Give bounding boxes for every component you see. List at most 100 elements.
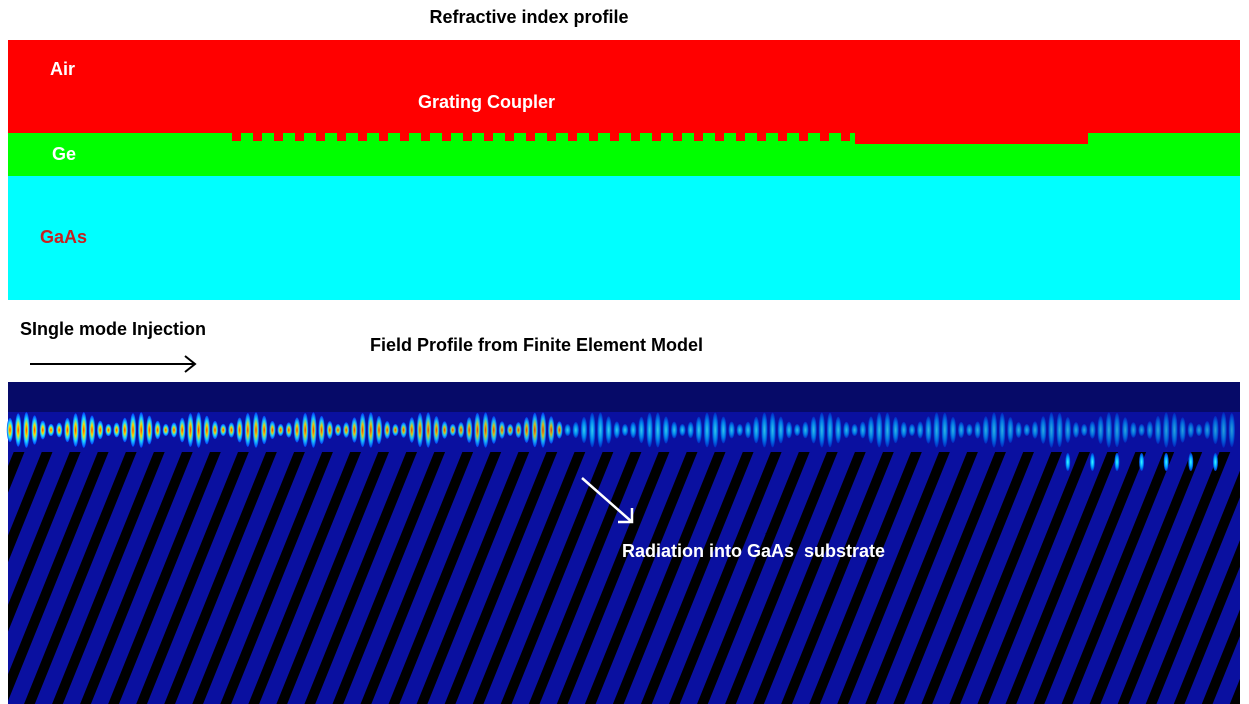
field-title: Field Profile from Finite Element Model bbox=[370, 335, 703, 355]
guided-mode-lobe bbox=[318, 416, 324, 444]
guided-mode-lobe bbox=[851, 424, 857, 436]
grating-tooth bbox=[337, 133, 346, 141]
guided-mode-lobe bbox=[204, 416, 210, 445]
guided-mode-lobe bbox=[31, 415, 37, 444]
guided-mode-lobe bbox=[556, 421, 562, 438]
grating-tooth bbox=[274, 133, 283, 141]
upper-dark-band bbox=[8, 382, 1240, 412]
guided-mode-lobe bbox=[277, 424, 283, 436]
grating-tooth bbox=[316, 133, 325, 141]
grating-tooth bbox=[652, 133, 661, 141]
guided-mode-lobe bbox=[1122, 417, 1128, 442]
guided-mode-lobe bbox=[1188, 422, 1194, 437]
guided-mode-lobe bbox=[876, 413, 882, 448]
guided-mode-lobe bbox=[113, 423, 119, 438]
guided-mode-lobe bbox=[392, 424, 398, 436]
guided-mode-lobe bbox=[507, 424, 513, 436]
guided-mode-lobe bbox=[622, 424, 628, 436]
guided-mode-lobe bbox=[1032, 421, 1038, 438]
guided-mode-lobe bbox=[1106, 412, 1112, 447]
scattered-lobe bbox=[1090, 453, 1095, 471]
guided-mode-lobe bbox=[1229, 413, 1235, 447]
guided-mode-lobe bbox=[351, 417, 357, 442]
guided-mode-lobe bbox=[884, 413, 890, 448]
guided-mode-lobe bbox=[163, 424, 169, 436]
guided-mode-lobe bbox=[843, 422, 849, 438]
guided-mode-lobe bbox=[23, 412, 29, 448]
guided-mode-lobe bbox=[1179, 417, 1185, 442]
guided-mode-lobe bbox=[1073, 422, 1079, 438]
guided-mode-lobe bbox=[810, 417, 816, 444]
grating-tooth bbox=[379, 133, 388, 141]
guided-mode-lobe bbox=[48, 424, 54, 436]
grating-tooth bbox=[484, 133, 493, 141]
grating-tooth bbox=[841, 133, 850, 141]
guided-mode-lobe bbox=[310, 412, 316, 447]
guided-mode-lobe bbox=[187, 413, 193, 447]
guided-mode-lobe bbox=[294, 417, 300, 442]
grating-tooth bbox=[547, 133, 556, 141]
guided-mode-lobe bbox=[597, 412, 603, 447]
guided-mode-lobe bbox=[1048, 412, 1054, 447]
scattered-lobe bbox=[1213, 453, 1218, 471]
guided-mode-lobe bbox=[122, 418, 128, 442]
guided-mode-lobe bbox=[671, 422, 677, 439]
guided-mode-lobe bbox=[425, 412, 431, 447]
guided-mode-lobe bbox=[737, 424, 743, 436]
scattered-lobe bbox=[1188, 453, 1193, 471]
guided-mode-lobe bbox=[482, 412, 488, 447]
guided-mode-lobe bbox=[614, 422, 620, 439]
guided-mode-lobe bbox=[302, 413, 308, 447]
guided-mode-lobe bbox=[1081, 424, 1087, 436]
guided-mode-lobe bbox=[589, 413, 595, 448]
guided-mode-lobe bbox=[687, 422, 693, 438]
guided-mode-lobe bbox=[515, 422, 521, 438]
guided-mode-lobe bbox=[1024, 424, 1030, 436]
guided-mode-lobe bbox=[1015, 422, 1021, 438]
guided-mode-lobe bbox=[523, 417, 529, 443]
guided-mode-lobe bbox=[40, 421, 46, 440]
grating-tooth bbox=[442, 133, 451, 141]
guided-mode-lobe bbox=[827, 413, 833, 448]
guided-mode-lobe bbox=[458, 422, 464, 438]
grating-tooth bbox=[463, 133, 472, 141]
guided-mode-lobe bbox=[532, 413, 538, 447]
guided-mode-lobe bbox=[220, 424, 226, 436]
guided-mode-lobe bbox=[564, 424, 570, 436]
guided-mode-lobe bbox=[1114, 413, 1120, 447]
guided-mode-lobe bbox=[384, 421, 390, 439]
guided-mode-lobe bbox=[1220, 412, 1226, 447]
guided-mode-lobe bbox=[753, 417, 759, 444]
grating-tooth bbox=[505, 133, 514, 141]
guided-mode-lobe bbox=[89, 416, 95, 445]
guided-mode-lobe bbox=[974, 421, 980, 438]
guided-mode-lobe bbox=[868, 417, 874, 444]
guided-mode-lobe bbox=[441, 421, 447, 438]
guided-mode-lobe bbox=[663, 416, 669, 443]
guided-mode-lobe bbox=[368, 412, 374, 447]
guided-mode-lobe bbox=[745, 422, 751, 438]
grating-tooth bbox=[631, 133, 640, 141]
guided-mode-lobe bbox=[540, 412, 546, 447]
guided-mode-lobe bbox=[474, 413, 480, 447]
guided-mode-lobe bbox=[1147, 421, 1153, 439]
grating-tooth bbox=[421, 133, 430, 141]
guided-mode-lobe bbox=[999, 413, 1005, 447]
guided-mode-lobe bbox=[638, 417, 644, 443]
guided-mode-lobe bbox=[769, 413, 775, 448]
guided-mode-lobe bbox=[1204, 421, 1210, 439]
grating-tooth bbox=[568, 133, 577, 141]
grating-tooth bbox=[526, 133, 535, 141]
guided-mode-lobe bbox=[245, 413, 251, 447]
guided-mode-lobe bbox=[573, 422, 579, 438]
guided-mode-lobe bbox=[81, 412, 87, 448]
guided-mode-lobe bbox=[581, 417, 587, 443]
guided-mode-lobe bbox=[409, 417, 415, 442]
guided-mode-lobe bbox=[630, 422, 636, 438]
guided-mode-lobe bbox=[728, 422, 734, 439]
guided-mode-lobe bbox=[917, 422, 923, 439]
guided-mode-lobe bbox=[417, 413, 423, 447]
guided-mode-lobe bbox=[819, 413, 825, 448]
guided-mode-lobe bbox=[1163, 412, 1169, 447]
etched-step bbox=[855, 133, 1088, 144]
